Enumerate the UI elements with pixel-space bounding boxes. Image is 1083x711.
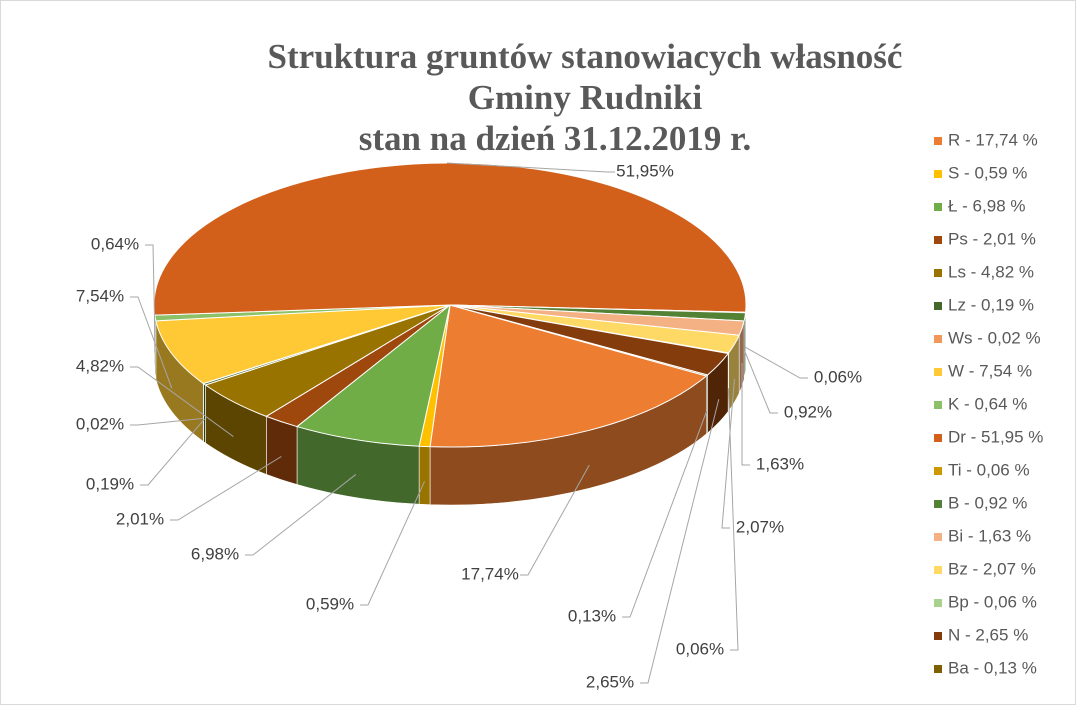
legend-label: Bz - 2,07 %: [948, 559, 1036, 578]
data-label: 2,01%: [116, 509, 164, 528]
legend-swatch: [934, 170, 942, 178]
legend-swatch: [934, 335, 942, 343]
data-label: 0,02%: [76, 414, 124, 433]
legend-label: Ti - 0,06 %: [948, 460, 1030, 479]
data-label: 0,59%: [306, 594, 354, 613]
data-label: 7,54%: [76, 286, 124, 305]
legend-label: Ps - 2,01 %: [948, 229, 1036, 248]
legend-label: B - 0,92 %: [948, 493, 1027, 512]
legend-swatch: [934, 434, 942, 442]
legend-label: Dr - 51,95 %: [948, 427, 1043, 446]
data-label: 1,63%: [756, 454, 804, 473]
legend-swatch: [934, 632, 942, 640]
data-label: 0,06%: [676, 639, 724, 658]
legend-swatch: [934, 500, 942, 508]
legend-label: Bi - 1,63 %: [948, 526, 1031, 545]
pie-side: [419, 446, 430, 504]
legend-label: K - 0,64 %: [948, 394, 1027, 413]
data-label: 0,92%: [784, 402, 832, 421]
legend-label: S - 0,59 %: [948, 163, 1027, 182]
data-label: 0,13%: [568, 606, 616, 625]
data-label: 4,82%: [76, 356, 124, 375]
data-label: 51,95%: [616, 161, 674, 180]
legend-swatch: [934, 236, 942, 244]
legend-swatch: [934, 599, 942, 607]
chart-title: stan na dzień 31.12.2019 r.: [359, 119, 752, 158]
legend-label: Lz - 0,19 %: [948, 295, 1034, 314]
legend-label: Ls - 4,82 %: [948, 262, 1034, 281]
chart-title: Struktura gruntów stanowiacych własność: [268, 37, 903, 76]
data-label: 0,06%: [814, 367, 862, 386]
legend-label: Ł - 6,98 %: [948, 196, 1026, 215]
legend-swatch: [934, 302, 942, 310]
legend-label: Ws - 0,02 %: [948, 328, 1041, 347]
chart-title: Gminy Rudniki: [468, 78, 703, 117]
data-label: 17,74%: [461, 564, 519, 583]
data-label: 6,98%: [191, 544, 239, 563]
legend-swatch: [934, 137, 942, 145]
data-label: 0,19%: [86, 474, 134, 493]
legend-label: Bp - 0,06 %: [948, 592, 1037, 611]
legend-label: Ba - 0,13 %: [948, 658, 1037, 677]
legend-swatch: [934, 368, 942, 376]
pie-side: [706, 375, 707, 434]
legend-swatch: [934, 401, 942, 409]
data-label: 2,07%: [736, 517, 784, 536]
legend-swatch: [934, 203, 942, 211]
legend-label: W - 7,54 %: [948, 361, 1032, 380]
legend-label: R - 17,74 %: [948, 130, 1038, 149]
legend-swatch: [934, 533, 942, 541]
legend-swatch: [934, 566, 942, 574]
pie-side: [266, 416, 297, 484]
data-label: 2,65%: [586, 672, 634, 691]
legend-label: N - 2,65 %: [948, 625, 1028, 644]
legend-swatch: [934, 665, 942, 673]
legend-swatch: [934, 467, 942, 475]
legend-swatch: [934, 269, 942, 277]
data-label: 0,64%: [91, 234, 139, 253]
